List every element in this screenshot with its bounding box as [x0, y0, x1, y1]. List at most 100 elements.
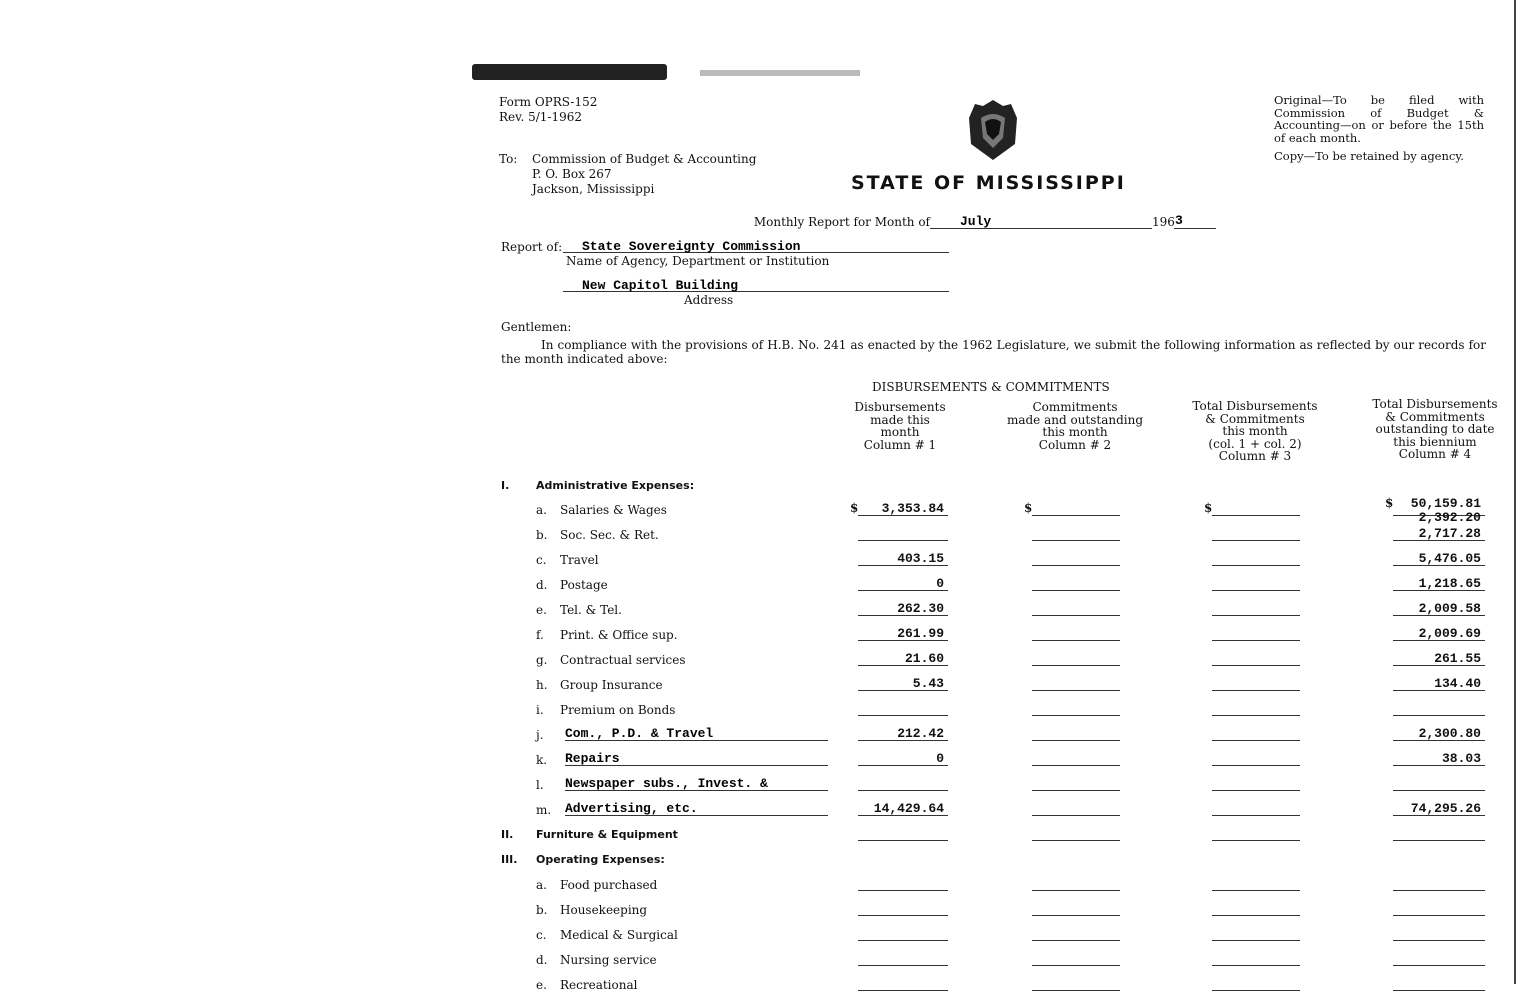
entry-line	[1393, 565, 1485, 566]
entry-line	[1393, 515, 1485, 516]
entry-line	[1032, 565, 1120, 566]
entry-line	[1212, 940, 1300, 941]
entry-line	[1212, 965, 1300, 966]
entry-line	[1032, 940, 1120, 941]
cell-value-col4: 50,159.81	[1410, 496, 1481, 511]
cell-value-col1: 212.42	[897, 726, 944, 741]
state-seal-icon	[969, 100, 1017, 160]
entry-line	[858, 665, 948, 666]
row-letter: a.	[536, 503, 547, 517]
row-letter: i.	[536, 703, 544, 717]
entry-line	[1393, 740, 1485, 741]
entry-line	[1032, 690, 1120, 691]
agency-caption: Name of Agency, Department or Institutio…	[566, 254, 830, 268]
entry-line	[1212, 715, 1300, 716]
entry-line	[858, 540, 948, 541]
entry-line	[858, 615, 948, 616]
column-header-4: Total Disbursements & Commitments outstand…	[1360, 398, 1510, 461]
entry-line	[858, 515, 948, 516]
row-label: Soc. Sec. & Ret.	[560, 528, 659, 542]
column-header-line: made this	[870, 412, 930, 427]
cell-value-col4: 2,300.80	[1418, 726, 1481, 741]
column-header-line: Disbursements	[854, 400, 946, 414]
row-letter: c.	[536, 928, 547, 942]
column-header-line: & Commitments	[1205, 411, 1305, 426]
row-label: Postage	[560, 578, 608, 592]
row-label: Contractual services	[560, 653, 686, 667]
entry-line	[1393, 640, 1485, 641]
page-title: STATE OF MISSISSIPPI	[851, 172, 1126, 194]
salutation: Gentlemen:	[501, 320, 572, 334]
entry-line	[1393, 540, 1485, 541]
row-letter: c.	[536, 553, 547, 567]
entry-line	[1212, 590, 1300, 591]
entry-line	[1212, 840, 1300, 841]
row-label: Print. & Office sup.	[560, 628, 678, 642]
row-letter: e.	[536, 603, 547, 617]
dollar-sign: $	[1385, 496, 1394, 510]
row-label: Group Insurance	[560, 678, 663, 692]
cell-value-col4-extra: 2,392.20	[1418, 510, 1481, 525]
entry-line	[858, 765, 948, 766]
to-line3: Jackson, Mississippi	[532, 182, 655, 196]
entry-line	[1032, 615, 1120, 616]
entry-line	[858, 840, 948, 841]
scan-smudge	[700, 70, 860, 76]
entry-line	[1393, 890, 1485, 891]
row-label: Medical & Surgical	[560, 928, 678, 942]
column-header-line: (col. 1 + col. 2)	[1208, 436, 1302, 451]
entry-line	[1393, 940, 1485, 941]
entry-line	[858, 640, 948, 641]
row-letter: d.	[536, 578, 548, 592]
entry-line	[1032, 665, 1120, 666]
dollar-sign: $	[1204, 501, 1213, 515]
entry-line	[1032, 740, 1120, 741]
entry-line	[1212, 615, 1300, 616]
entry-line	[858, 965, 948, 966]
dollar-sign: $	[1024, 501, 1033, 515]
form-id: Form OPRS-152 Rev. 5/1-1962	[499, 95, 597, 125]
entry-line	[1032, 640, 1120, 641]
cell-value-col1: 21.60	[904, 651, 944, 666]
column-header-line: month	[880, 425, 920, 439]
entry-line	[858, 940, 948, 941]
entry-line	[858, 790, 948, 791]
section-number: II.	[501, 828, 514, 841]
row-label: Premium on Bonds	[560, 703, 676, 717]
cell-value-col4: 2,009.69	[1418, 626, 1481, 641]
row-letter: g.	[536, 653, 548, 667]
label-line	[565, 740, 828, 741]
cell-value-col1: 0	[936, 576, 944, 591]
page-edge	[1514, 0, 1516, 984]
row-label: Nursing service	[560, 953, 657, 967]
column-header-line: Column # 1	[863, 437, 937, 452]
entry-line	[1393, 715, 1485, 716]
entry-line	[1032, 540, 1120, 541]
filing-original: Original—To be filed with Commission of …	[1274, 93, 1484, 145]
entry-line	[858, 565, 948, 566]
entry-line	[1393, 790, 1485, 791]
column-header-line: Column # 4	[1398, 447, 1472, 461]
filing-note: Original—To be filed with Commission of …	[1274, 94, 1484, 163]
label-line	[565, 790, 828, 791]
column-header-line: this month	[1042, 425, 1108, 439]
entry-line	[1212, 740, 1300, 741]
cell-value-col1: 14,429.64	[873, 801, 944, 816]
to-line2: P. O. Box 267	[532, 167, 612, 181]
table-title: DISBURSEMENTS & COMMITMENTS	[872, 380, 1110, 394]
entry-line	[1032, 765, 1120, 766]
column-header-1: Disbursements made this month Column # 1	[840, 401, 960, 451]
to-line1: Commission of Budget & Accounting	[532, 152, 757, 166]
cell-value-col1: 261.99	[897, 626, 944, 641]
entry-line	[1393, 915, 1485, 916]
entry-line	[1032, 815, 1120, 816]
cell-value-col4: 38.03	[1441, 751, 1481, 766]
entry-line	[858, 590, 948, 591]
cell-value-col1: 403.15	[897, 551, 944, 566]
entry-line	[1212, 890, 1300, 891]
column-header-line: this month	[1222, 424, 1288, 438]
section-label: Furniture & Equipment	[536, 828, 678, 841]
row-letter: a.	[536, 878, 547, 892]
entry-line	[1212, 515, 1300, 516]
entry-line	[858, 990, 948, 991]
